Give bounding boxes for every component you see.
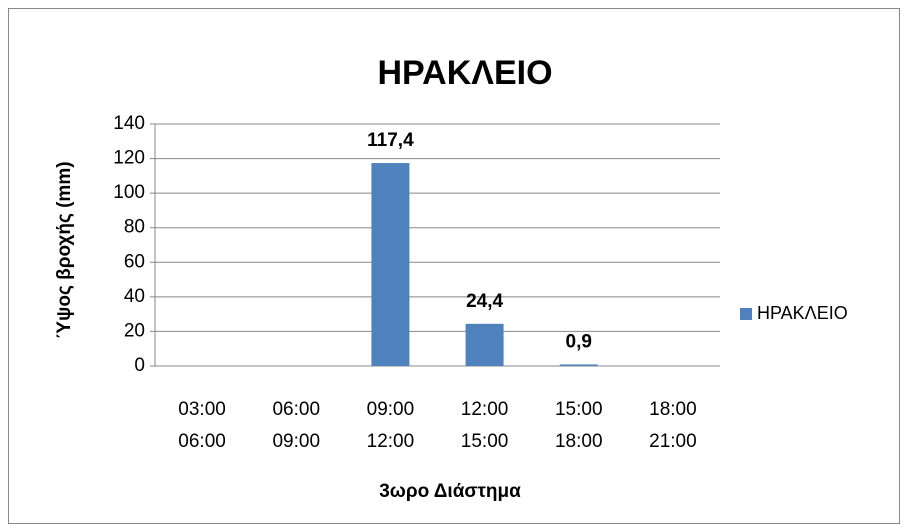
y-tick-label: 60	[124, 251, 145, 272]
x-tick-label: 18:00	[649, 399, 697, 420]
y-tick-label: 140	[113, 113, 145, 134]
x-tick-label: 12:00	[461, 399, 509, 420]
data-label: 24,4	[466, 291, 503, 312]
y-tick-label: 80	[124, 217, 145, 238]
x-tick-label: 21:00	[649, 431, 697, 452]
bar	[465, 323, 504, 366]
x-tick-label: 09:00	[367, 399, 415, 420]
x-axis-title: 3ωρο Διάστημα	[379, 481, 521, 502]
y-tick-label: 120	[113, 148, 145, 169]
x-tick-label: 03:00	[178, 399, 226, 420]
y-tick-label: 0	[134, 355, 145, 376]
x-tick-label: 06:00	[272, 399, 320, 420]
y-axis-title: Ύψος βροχής (mm)	[54, 161, 75, 338]
legend-swatch	[740, 308, 752, 320]
x-tick-label: 06:00	[178, 431, 226, 452]
data-label: 0,9	[566, 331, 592, 352]
x-tick-label: 09:00	[272, 431, 320, 452]
x-tick-label: 15:00	[461, 431, 509, 452]
x-tick-label: 18:00	[555, 431, 603, 452]
y-tick-label: 100	[113, 182, 145, 203]
x-tick-label: 12:00	[367, 431, 415, 452]
chart-title: ΗΡΑΚΛΕΙΟ	[377, 54, 552, 92]
data-label: 117,4	[367, 130, 414, 151]
y-tick-label: 20	[124, 320, 145, 341]
x-tick-label: 15:00	[555, 399, 603, 420]
bar	[371, 163, 410, 366]
bar	[559, 364, 598, 366]
y-tick-label: 40	[124, 286, 145, 307]
chart-frame	[8, 8, 900, 524]
legend-label: ΗΡΑΚΛΕΙΟ	[757, 303, 848, 323]
